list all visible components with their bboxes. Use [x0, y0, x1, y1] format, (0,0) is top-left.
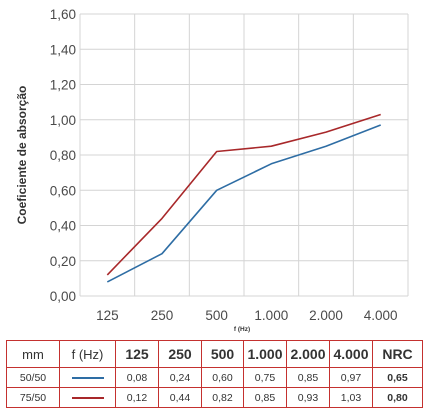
row-value: 0,82 — [201, 387, 244, 408]
table-row: 50/50 0,08 0,24 0,60 0,75 0,85 0,97 0,65 — [6, 367, 423, 388]
x-tick-label: 4.000 — [364, 308, 398, 323]
row-value: 0,85 — [286, 367, 330, 388]
x-tick-label: 125 — [96, 308, 119, 323]
row-value: 0,12 — [115, 387, 159, 408]
header-nrc: NRC — [372, 340, 423, 368]
absorption-table: mm f (Hz) 125 250 500 1.000 2.000 4.000 … — [6, 340, 423, 408]
x-tick-label: 250 — [151, 308, 174, 323]
y-tick-label: 1,20 — [50, 78, 76, 93]
y-tick-label: 0,00 — [50, 289, 76, 304]
table-row: 75/50 0,12 0,44 0,82 0,85 0,93 1,03 0,80 — [6, 387, 423, 408]
series-line-75-50 — [106, 113, 381, 276]
y-tick-label: 0,80 — [50, 148, 76, 163]
row-value: 1,03 — [329, 387, 373, 408]
legend-line-icon — [71, 376, 104, 379]
header-freq-500: 500 — [201, 340, 244, 368]
header-mm: mm — [6, 340, 60, 368]
series-line-50-50 — [106, 124, 381, 283]
header-freq-1000: 1.000 — [243, 340, 287, 368]
legend-line-icon — [71, 396, 104, 399]
row-nrc: 0,65 — [372, 367, 423, 388]
y-tick-label: 1,40 — [50, 42, 76, 57]
grid-layer — [79, 13, 409, 297]
y-tick-label: 0,40 — [50, 219, 76, 234]
header-freq-250: 250 — [158, 340, 202, 368]
header-frequency: f (Hz) — [59, 340, 116, 368]
table-header-row: mm f (Hz) 125 250 500 1.000 2.000 4.000 … — [6, 340, 423, 368]
x-tick-label: 500 — [205, 308, 228, 323]
row-value: 0,08 — [115, 367, 159, 388]
y-tick-label: 0,60 — [50, 183, 76, 198]
x-axis-title: f (Hz) — [234, 326, 250, 333]
row-thickness: 75/50 — [6, 387, 60, 408]
header-freq-2000: 2.000 — [286, 340, 330, 368]
row-value: 0,85 — [243, 387, 287, 408]
y-tick-label: 0,20 — [50, 254, 76, 269]
row-value: 0,97 — [329, 367, 373, 388]
y-tick-label: 1,00 — [50, 113, 76, 128]
label-layer: 0,00 0,20 0,40 0,60 0,80 1,00 1,20 1,40 1,60 125 2… — [50, 7, 398, 323]
row-value: 0,44 — [158, 387, 202, 408]
header-freq-4000: 4.000 — [329, 340, 373, 368]
row-legend-swatch — [59, 367, 116, 388]
y-axis-title: Coeficiente de absorção — [15, 86, 29, 225]
series-layer — [106, 113, 381, 283]
absorption-chart: 0,00 0,20 0,40 0,60 0,80 1,00 1,20 1,40 1,60 125 2… — [15, 7, 409, 333]
row-value: 0,24 — [158, 367, 202, 388]
x-tick-label: 1.000 — [254, 308, 288, 323]
row-value: 0,93 — [286, 387, 330, 408]
row-thickness: 50/50 — [6, 367, 60, 388]
x-tick-label: 2.000 — [309, 308, 343, 323]
row-value: 0,75 — [243, 367, 287, 388]
row-nrc: 0,80 — [372, 387, 423, 408]
row-value: 0,60 — [201, 367, 244, 388]
y-tick-label: 1,60 — [50, 7, 76, 22]
header-freq-125: 125 — [115, 340, 159, 368]
row-legend-swatch — [59, 387, 116, 408]
